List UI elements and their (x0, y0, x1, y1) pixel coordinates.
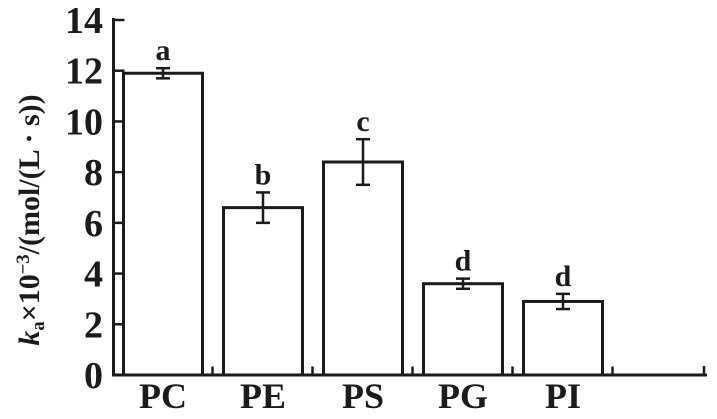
significance-letter: d (455, 245, 472, 278)
y-axis-units: /(mol/(L · s)) (13, 94, 46, 255)
category-label: PE (240, 376, 286, 416)
bar (522, 299, 604, 377)
y-tick-label: 0 (84, 355, 103, 397)
category-label: PC (139, 376, 187, 416)
y-tick-label: 12 (65, 51, 103, 93)
category-label: PS (342, 376, 384, 416)
category-label: PG (438, 376, 488, 416)
bar (322, 160, 404, 377)
significance-letter: a (156, 34, 171, 67)
y-tick-label: 2 (84, 304, 103, 346)
category-label: PI (545, 376, 581, 416)
y-tick-label: 8 (84, 152, 103, 194)
y-tick-label: 6 (84, 203, 103, 245)
y-axis-variable: k (13, 330, 46, 346)
y-axis-title: ka×10−3/(mol/(L · s)) (10, 50, 50, 390)
y-axis-multiplier: ×10 (13, 274, 46, 322)
significance-letter: c (356, 105, 369, 138)
significance-letter: d (555, 260, 572, 293)
bar (422, 282, 504, 377)
bar (222, 206, 304, 377)
significance-letter: b (255, 158, 272, 191)
y-axis-subscript: a (27, 321, 49, 331)
y-tick-label: 4 (84, 254, 103, 296)
bar (122, 71, 204, 377)
y-axis-exponent: −3 (12, 254, 34, 275)
y-tick-label: 14 (65, 0, 103, 42)
y-tick-label: 10 (65, 101, 103, 143)
